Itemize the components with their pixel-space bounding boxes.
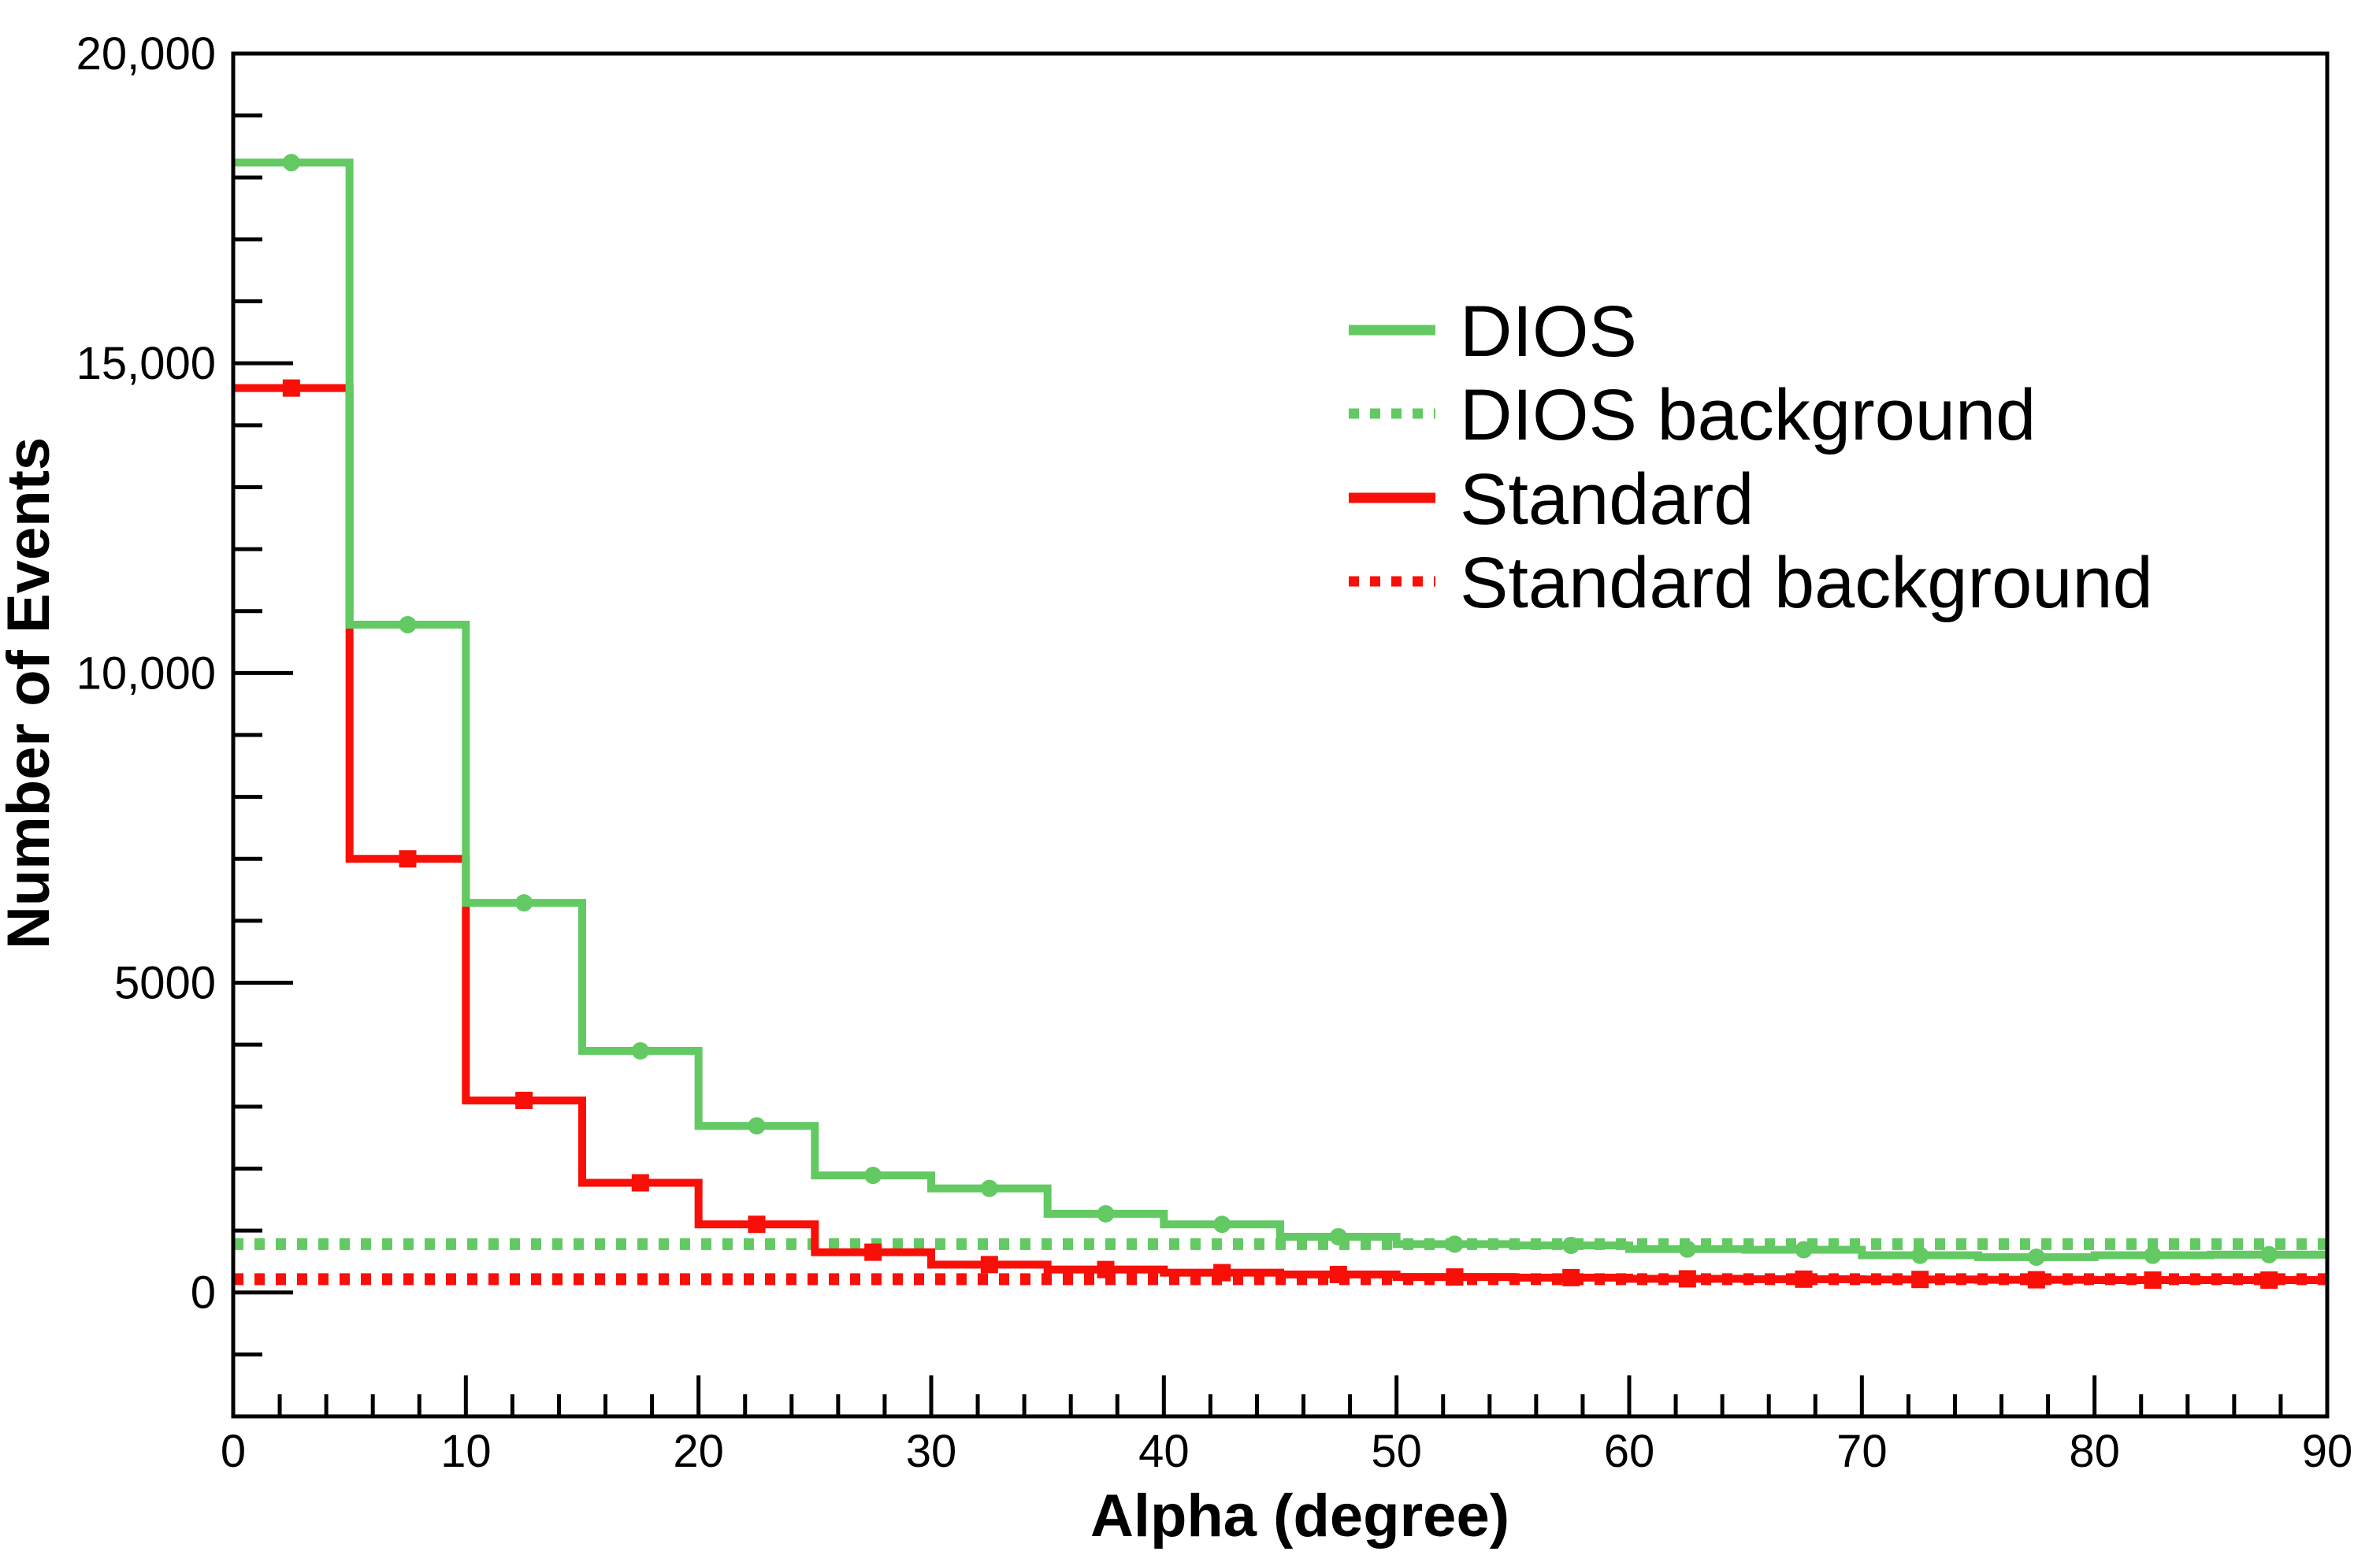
data-marker-circle [1213,1215,1231,1234]
data-marker-square [2027,1271,2045,1289]
y-axis: 0 5000 10,000 15,000 20,000 [76,28,293,1419]
data-marker-square [1329,1265,1347,1283]
data-marker-circle [1795,1241,1813,1259]
data-marker-circle [515,894,533,912]
data-marker-circle [631,1042,649,1060]
data-marker-square [864,1243,882,1261]
data-marker-square [282,379,300,397]
x-tick-label: 30 [906,1426,957,1477]
data-marker-square [1911,1271,1929,1289]
data-marker-circle [1097,1204,1115,1223]
data-marker-square [748,1215,766,1234]
data-marker-circle [399,616,417,634]
series-line-standard [233,384,2327,1284]
data-marker-circle [1562,1236,1580,1254]
x-tick-label: 40 [1138,1426,1190,1477]
y-tick-label: 20,000 [76,28,216,80]
data-marker-square [1213,1264,1231,1282]
legend-label: DIOS [1460,291,1637,372]
x-tick-label: 10 [440,1426,492,1477]
x-tick-label: 70 [1836,1426,1888,1477]
data-marker-square [1678,1270,1696,1288]
data-marker-square [1446,1268,1464,1286]
data-marker-circle [1329,1227,1347,1245]
data-marker-square [1795,1270,1813,1288]
data-marker-circle [864,1167,882,1185]
x-tick-label: 60 [1604,1426,1655,1477]
y-tick-label: 10,000 [76,648,216,699]
series-line-dios [233,158,2327,1261]
legend-label: DIOS background [1460,375,2036,455]
x-tick-label: 20 [673,1426,724,1477]
legend-label: Standard [1460,459,1754,540]
y-tick-label: 5000 [114,958,216,1009]
y-tick-label: 0 [191,1267,216,1319]
data-marker-square [631,1174,649,1192]
data-marker-circle [1911,1246,1929,1264]
x-tick-label: 0 [221,1426,246,1477]
series-dios [233,154,2327,1266]
legend-item-standard-background: Standard background [1349,543,2153,623]
x-tick-label: 80 [2069,1426,2120,1477]
legend-item-dios-background: DIOS background [1349,375,2036,455]
data-marker-circle [748,1117,766,1135]
data-marker-circle [2260,1245,2278,1264]
series-standard [233,379,2327,1289]
data-marker-square [1562,1268,1580,1286]
data-marker-circle [2144,1246,2162,1264]
data-marker-square [515,1091,533,1109]
data-marker-square [980,1256,998,1274]
x-tick-label: 90 [2302,1426,2353,1477]
x-tick-label: 50 [1371,1426,1422,1477]
y-tick-label: 15,000 [76,338,216,389]
data-marker-square [2144,1271,2162,1289]
data-marker-square [399,850,417,868]
legend-item-standard: Standard [1349,459,1754,540]
legend-item-dios: DIOS [1349,291,1637,372]
plot-frame [231,51,2330,1419]
data-marker-circle [1678,1240,1696,1258]
legend-label: Standard background [1460,543,2153,623]
data-marker-circle [980,1179,998,1197]
data-marker-circle [2027,1248,2045,1266]
data-marker-square [1097,1260,1115,1279]
y-axis-title: Number of Events [0,437,62,949]
data-marker-circle [1446,1235,1464,1253]
data-marker-square [2260,1271,2278,1289]
x-axis: 0 10 20 30 40 50 60 70 80 90 [221,1375,2352,1477]
data-marker-circle [282,154,300,172]
x-axis-title: Alpha (degree) [1090,1483,1509,1549]
